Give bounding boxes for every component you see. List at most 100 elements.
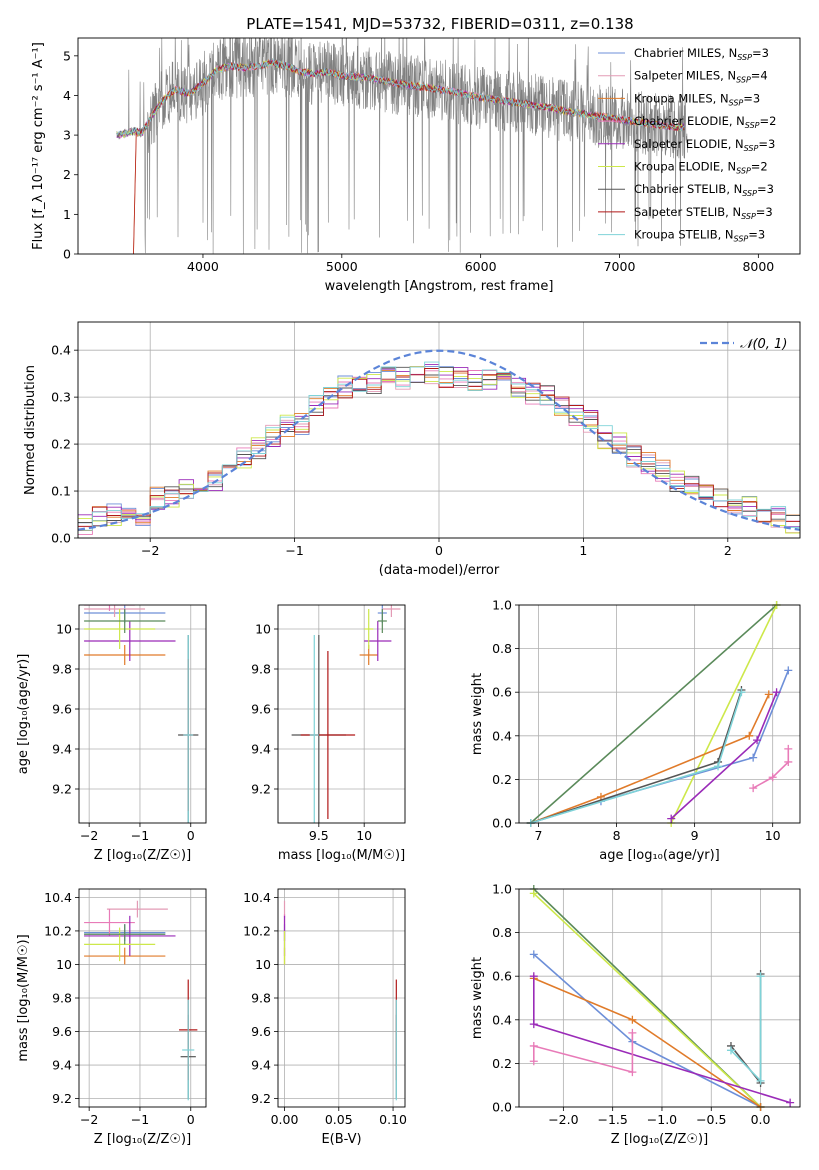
residual-histogram-panel: −2 −1 0 1 2 0.0 0.1 0.2 0.3 0.4 (data-model)/error…: [23, 321, 801, 578]
x-tick-label: 0.0: [751, 1112, 771, 1127]
series-marker: [784, 757, 793, 766]
x-tick-label: −2: [141, 543, 159, 558]
y-axis-label: mass weight: [470, 673, 485, 755]
age-vs-mass-panel: 9.5 10 9.2 9.4 9.6 9.8 10 mass [log₁₀(M/M☉)]: [251, 604, 406, 863]
x-tick-label: −0.5: [696, 1112, 726, 1127]
x-tick-label: 9.5: [309, 828, 329, 843]
normal-curve: [78, 349, 800, 531]
y-tick-label: 9.2: [251, 782, 271, 797]
y-tick-label: 0: [63, 247, 71, 262]
y-tick-label: 9.6: [52, 702, 72, 717]
x-tick-label: 10: [356, 828, 372, 843]
x-tick-label: 9: [691, 828, 699, 843]
x-tick-label: 7000: [604, 259, 636, 274]
x-tick-label: 8000: [742, 259, 774, 274]
y-tick-label: 10: [255, 957, 271, 972]
legend-entry: Salpeter ELODIE, NSSP=3: [634, 137, 775, 153]
y-tick-label: 0.8: [492, 925, 512, 940]
x-axis-label: E(B-V): [321, 1132, 361, 1147]
x-tick-label: −1: [131, 1112, 149, 1127]
y-tick-label: 10.2: [243, 923, 271, 938]
plot-frame: [78, 604, 207, 824]
mass-vs-metallicity-panel: −2 −1 0 9.2 9.4 9.6 9.8 10 10.2 10.4 Z [log₁₀(Z/Z☉…: [16, 888, 207, 1147]
series-marker: [756, 1076, 765, 1085]
legend-entry: Kroupa ELODIE, NSSP=2: [634, 160, 768, 176]
series-marker: [756, 972, 765, 981]
x-tick-label: 5000: [326, 259, 358, 274]
y-tick-label: 9.8: [52, 662, 72, 677]
plot-frame: [78, 888, 207, 1108]
series-line-5: [752, 748, 790, 789]
y-tick-label: 9.4: [251, 742, 271, 757]
x-tick-label: 7: [535, 828, 543, 843]
y-tick-label: 9.8: [251, 662, 271, 677]
x-tick-label: 0.05: [325, 1112, 353, 1127]
observed-spectrum: [116, 38, 688, 254]
y-tick-label: 9.6: [251, 1024, 271, 1039]
series-marker: [529, 972, 538, 981]
x-tick-label: 0: [187, 1112, 195, 1127]
model-spectrum-7: [133, 59, 685, 254]
plot-frame: [277, 604, 406, 824]
plot-frame: [518, 604, 801, 824]
x-axis-label: Z [log₁₀(Z/Z☉)]: [611, 1132, 708, 1147]
x-axis-label: Z [log₁₀(Z/Z☉)]: [94, 1132, 191, 1147]
plot-frame: [277, 888, 406, 1108]
y-tick-label: 10: [56, 957, 72, 972]
x-tick-label: −2: [80, 1112, 98, 1127]
age-vs-metallicity-panel: −2 −1 0 9.2 9.4 9.6 9.8 10 Z [log₁₀(Z/Z☉)] age [l…: [16, 604, 207, 863]
series-marker: [745, 731, 754, 740]
y-tick-label: 1.0: [492, 882, 512, 897]
y-tick-label: 9.2: [52, 782, 72, 797]
x-axis-label: (data-model)/error: [379, 563, 500, 578]
x-tick-label: 10: [765, 828, 781, 843]
spectrum-panel: 4000 5000 6000 7000 8000 0 1 2 3 4 5 wavelength [An…: [31, 37, 801, 294]
x-tick-label: −2: [80, 828, 98, 843]
series-line-0: [530, 605, 778, 823]
figure-title: PLATE=1541, MJD=53732, FIBERID=0311, z=0…: [246, 15, 633, 33]
y-axis-label: Normed distribution: [23, 365, 38, 495]
y-tick-label: 9.2: [251, 1091, 271, 1106]
series-marker: [628, 1015, 637, 1024]
series-marker: [667, 814, 676, 823]
y-tick-label: 9.6: [52, 1024, 72, 1039]
x-tick-label: 0.10: [379, 1112, 407, 1127]
y-tick-label: 9.2: [52, 1091, 72, 1106]
y-tick-label: 10: [56, 622, 72, 637]
y-tick-label: 0.2: [51, 437, 71, 452]
x-tick-label: 0.00: [271, 1112, 299, 1127]
model-spectrum-8: [116, 58, 685, 137]
series-marker: [768, 773, 777, 782]
y-tick-label: 9.4: [251, 1058, 271, 1073]
series-marker: [628, 1068, 637, 1077]
legend-entry: Kroupa MILES, NSSP=3: [634, 91, 760, 107]
x-tick-label: 4000: [187, 259, 219, 274]
massweight-vs-metallicity-panel: −2.0 −1.5 −1.0 −0.5 0.0 0.0 0.2 0.4 0.6 0.8 1.0 Z […: [470, 882, 801, 1147]
series-line-1: [670, 605, 778, 823]
y-tick-label: 1.0: [492, 598, 512, 613]
series-marker: [749, 753, 758, 762]
legend-entry: Salpeter MILES, NSSP=4: [634, 69, 768, 85]
series-marker: [784, 666, 793, 675]
y-tick-label: 9.4: [52, 742, 72, 757]
massweight-vs-age-panel: 7 8 9 10 0.0 0.2 0.4 0.6 0.8 1.0 age [log₁₀(age/yr…: [470, 598, 801, 863]
y-tick-label: 0.8: [492, 641, 512, 656]
y-tick-label: 0.4: [51, 343, 71, 358]
x-tick-label: 2: [724, 543, 732, 558]
y-tick-label: 9.6: [251, 702, 271, 717]
y-tick-label: 5: [63, 48, 71, 63]
x-tick-label: −1: [285, 543, 303, 558]
series-marker: [529, 1020, 538, 1029]
series-marker: [753, 736, 762, 745]
series-marker: [749, 784, 758, 793]
y-axis-label: mass weight: [470, 957, 485, 1039]
x-tick-label: −1.5: [597, 1112, 627, 1127]
series-marker: [529, 950, 538, 959]
plot-frame: [518, 888, 801, 1108]
y-axis-label: age [log₁₀(age/yr)]: [16, 654, 31, 775]
series-marker: [714, 762, 723, 771]
series-line-1: [533, 892, 762, 1107]
x-tick-label: 0: [435, 543, 443, 558]
